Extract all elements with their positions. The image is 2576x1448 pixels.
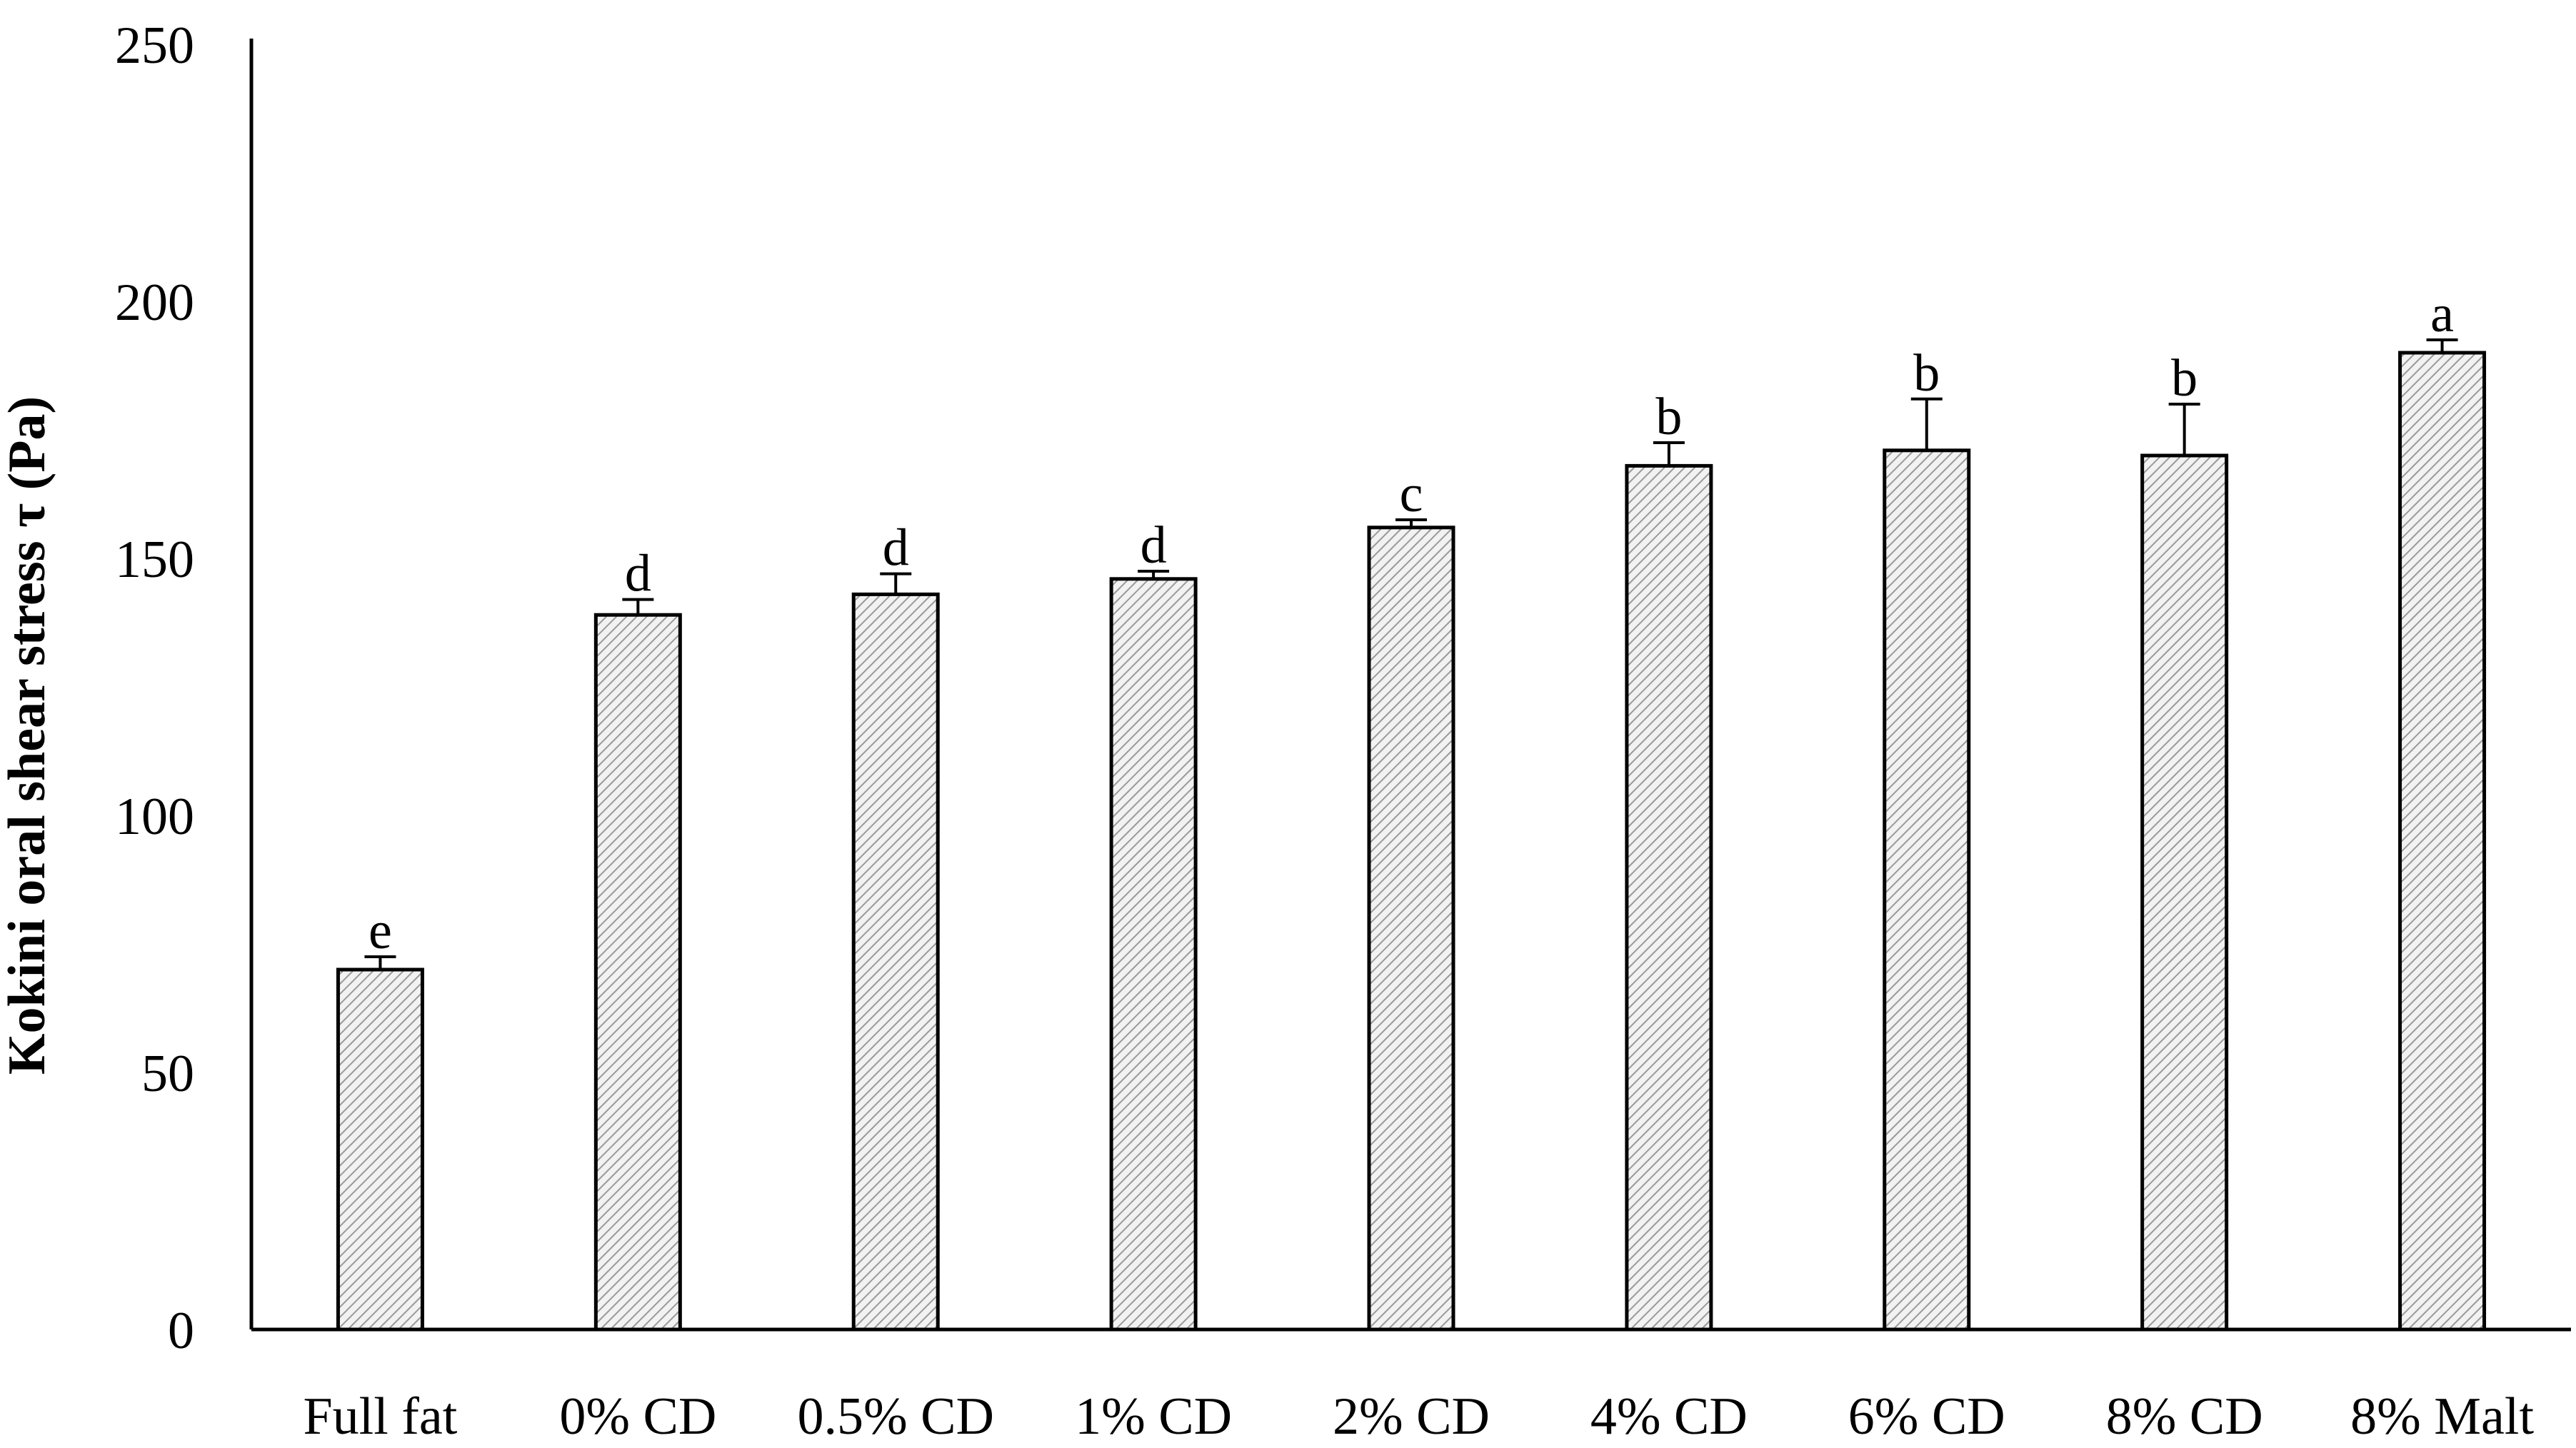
y-tick-label: 100 [115,788,194,846]
significance-label: d [1141,516,1167,575]
x-tick-label: 2% CD [1333,1387,1490,1446]
x-tick-label: 0% CD [559,1387,716,1446]
significance-label: e [369,902,392,960]
significance-label: a [2430,285,2454,343]
y-axis-title: Kokini oral shear stress τ (Pa) [0,396,56,1075]
y-tick-label: 250 [115,16,194,75]
y-tick-label: 0 [168,1302,194,1360]
x-tick-label: 8% Malt [2350,1387,2534,1446]
significance-label: b [1655,388,1682,446]
bar [2398,351,2487,1332]
bar [1883,448,1971,1332]
x-tick-label: 4% CD [1590,1387,1748,1446]
y-tick-label: 200 [115,273,194,332]
x-tick-label: 6% CD [1848,1387,2005,1446]
bar [593,613,682,1332]
significance-label: d [883,519,909,578]
bar [2140,453,2229,1332]
bar [851,592,940,1332]
bar [1109,577,1198,1332]
significance-label: b [1913,344,1940,403]
bar [336,967,424,1332]
bar [1367,526,1455,1332]
significance-label: d [625,545,651,603]
y-tick-label: 150 [115,531,194,589]
y-tick-label: 50 [141,1045,194,1103]
significance-label: b [2171,349,2197,408]
x-tick-label: 1% CD [1075,1387,1232,1446]
significance-label: c [1400,465,1423,523]
x-tick-label: Full fat [304,1387,458,1446]
x-tick-label: 8% CD [2106,1387,2263,1446]
x-tick-label: 0.5% CD [797,1387,993,1446]
bar [1625,463,1713,1332]
